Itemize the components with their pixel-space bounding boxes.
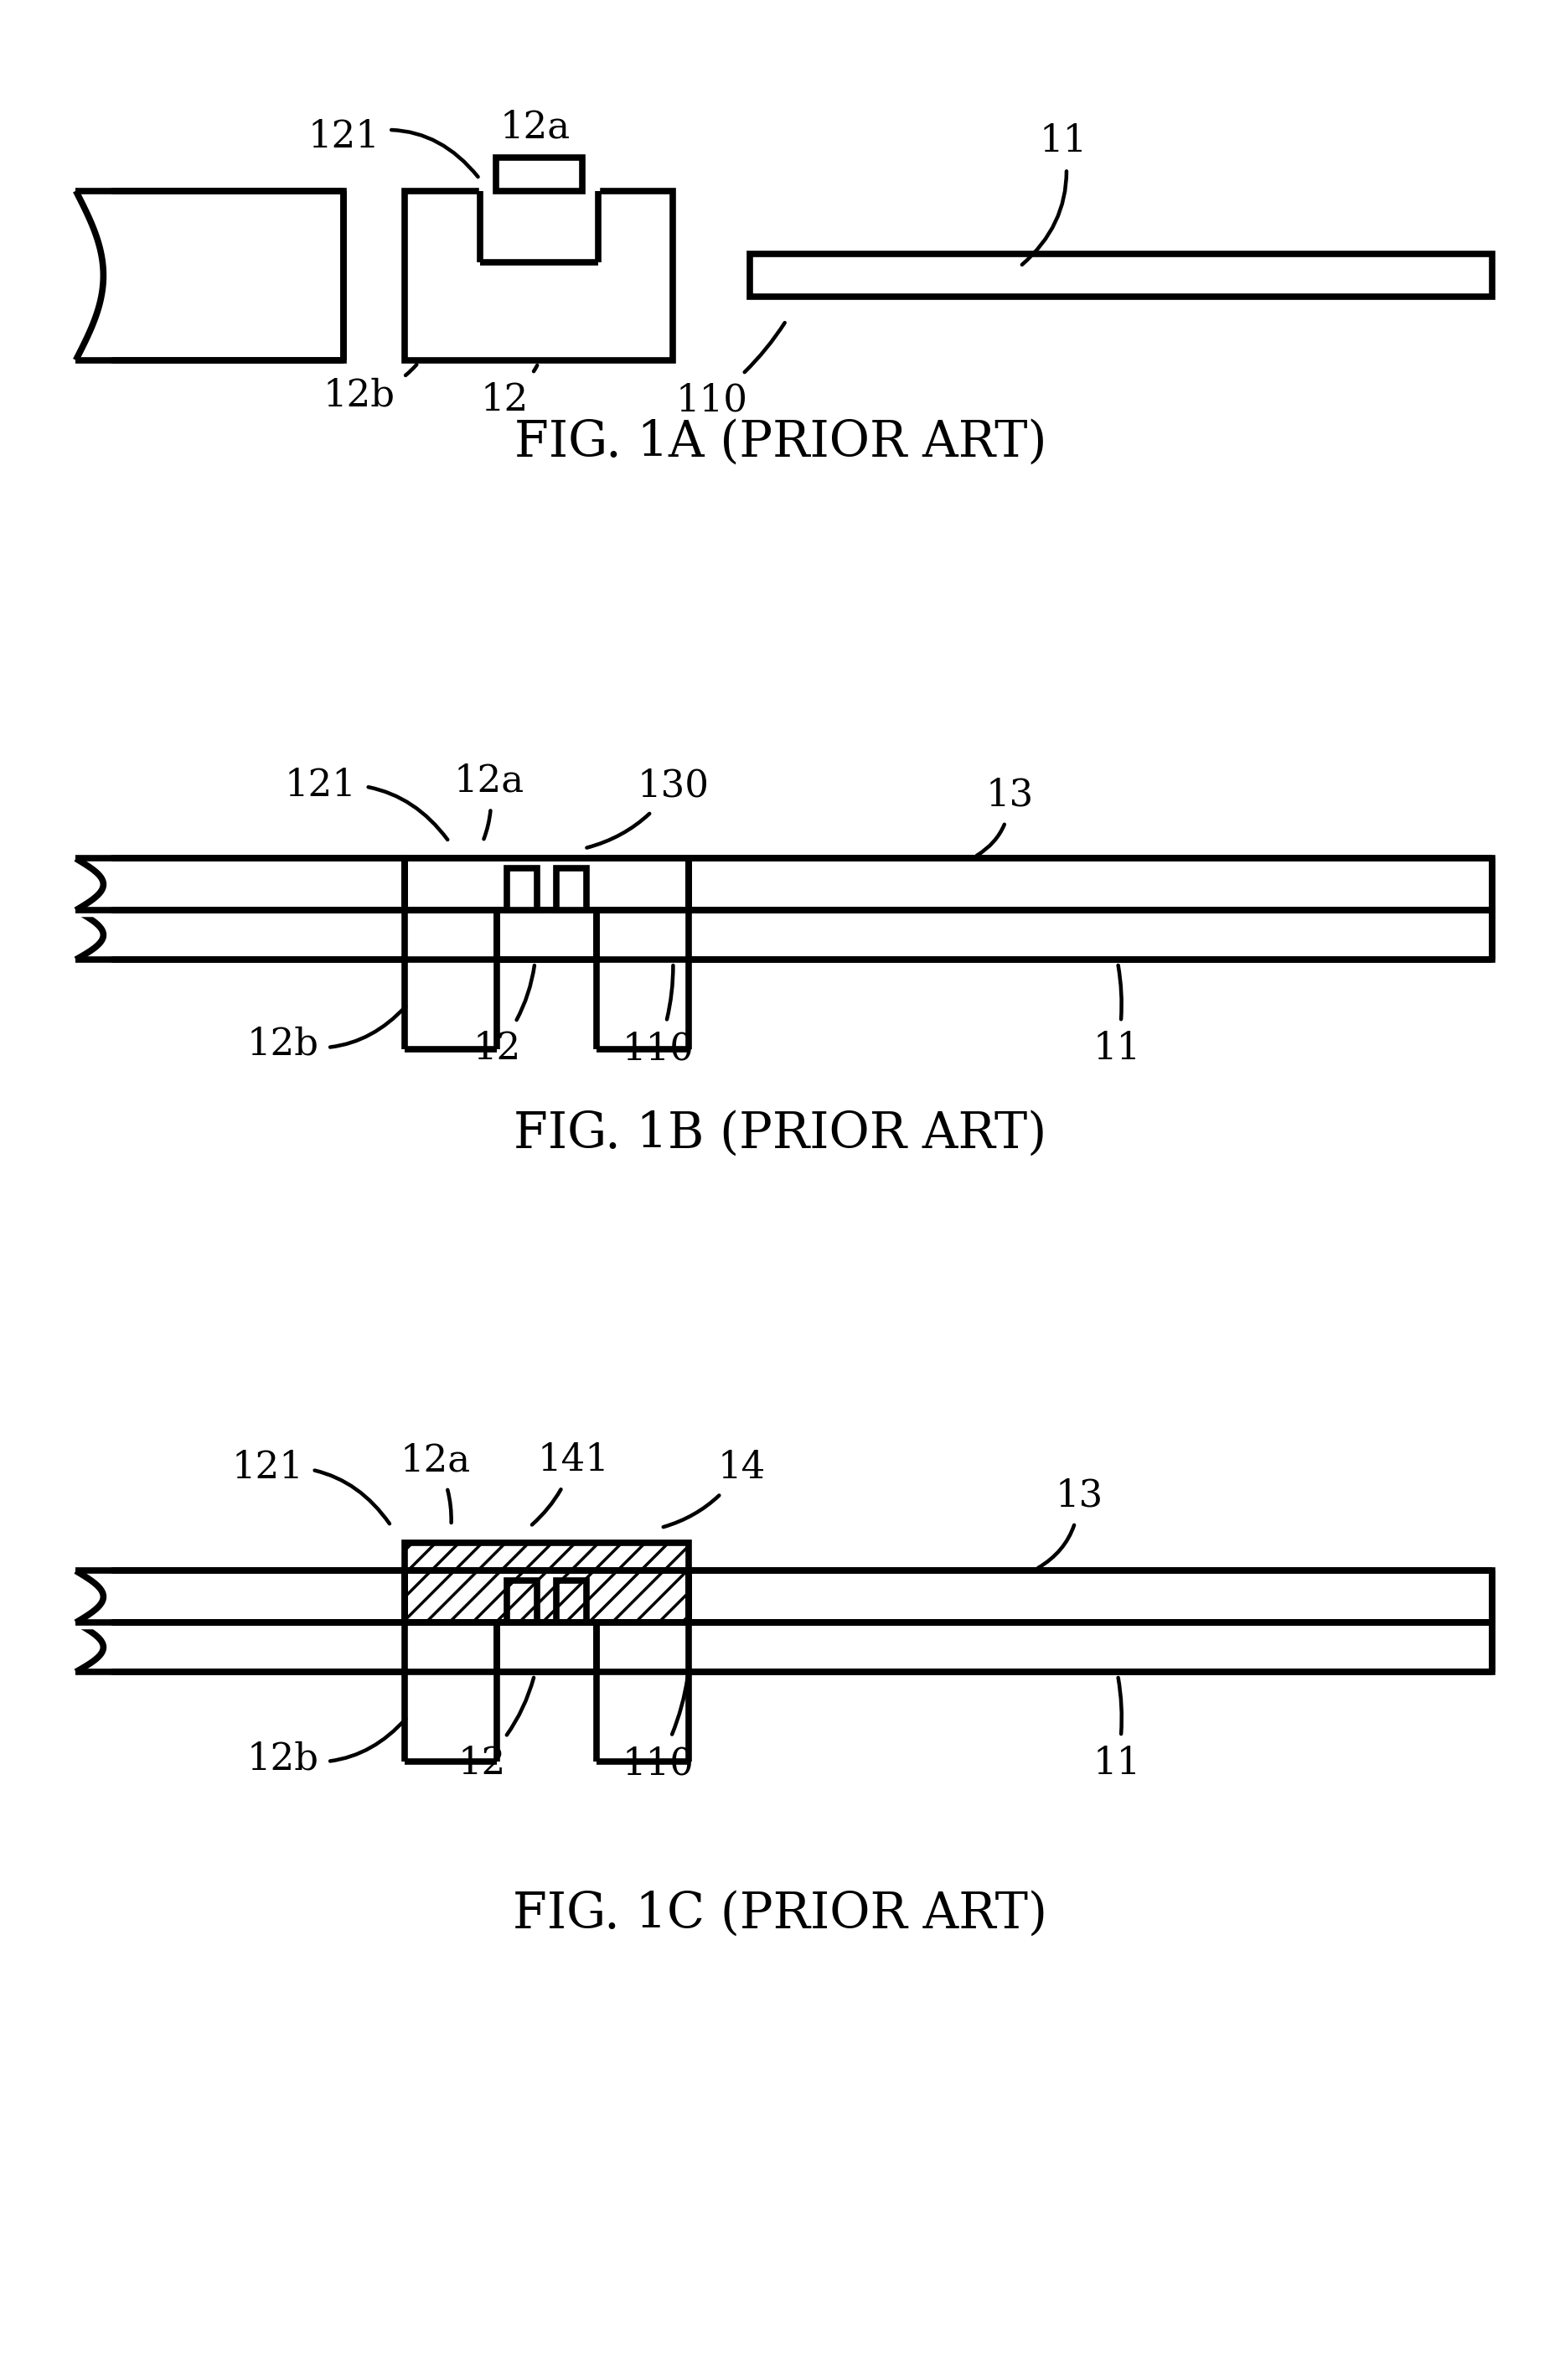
Text: 141: 141: [532, 1442, 610, 1526]
Text: 11: 11: [1094, 1678, 1140, 1783]
Bar: [496, 909, 596, 959]
Bar: [507, 1580, 537, 1623]
Text: 110: 110: [675, 324, 785, 419]
Bar: [76, 859, 406, 909]
Text: 12: 12: [473, 966, 535, 1066]
Text: 12b: 12b: [323, 364, 417, 414]
Bar: [557, 869, 587, 909]
Text: 13: 13: [977, 776, 1034, 857]
Bar: [507, 869, 537, 909]
Bar: [557, 1580, 587, 1623]
Bar: [76, 1623, 1491, 1671]
Text: 121: 121: [285, 769, 448, 840]
Bar: [76, 190, 343, 359]
Bar: [496, 1623, 596, 1671]
Text: 110: 110: [621, 966, 694, 1066]
Text: 12b: 12b: [246, 1718, 406, 1778]
Bar: [406, 1571, 688, 1623]
Text: FIG. 1A (PRIOR ART): FIG. 1A (PRIOR ART): [513, 419, 1047, 466]
Text: 14: 14: [663, 1449, 766, 1528]
Text: 12a: 12a: [499, 109, 571, 176]
Bar: [406, 190, 672, 359]
Bar: [76, 909, 1491, 959]
Bar: [496, 157, 582, 190]
Text: 12: 12: [480, 367, 537, 419]
Text: 11: 11: [1022, 124, 1087, 264]
Text: 121: 121: [307, 119, 477, 176]
Text: 121: 121: [231, 1449, 390, 1523]
Bar: [749, 255, 1491, 298]
Text: 11: 11: [1094, 966, 1140, 1066]
Text: 12a: 12a: [401, 1442, 471, 1523]
Bar: [406, 1542, 688, 1623]
Text: FIG. 1C (PRIOR ART): FIG. 1C (PRIOR ART): [513, 1890, 1047, 1937]
Text: 12a: 12a: [454, 764, 524, 840]
Bar: [406, 859, 688, 909]
Bar: [688, 1571, 1491, 1623]
Text: 12: 12: [457, 1678, 534, 1783]
Bar: [76, 1571, 406, 1623]
Text: FIG. 1B (PRIOR ART): FIG. 1B (PRIOR ART): [513, 1109, 1047, 1157]
Text: 13: 13: [1037, 1478, 1103, 1568]
Bar: [688, 859, 1491, 909]
Text: 110: 110: [621, 1678, 694, 1783]
Text: 130: 130: [587, 769, 708, 847]
Text: 12b: 12b: [246, 1007, 406, 1061]
